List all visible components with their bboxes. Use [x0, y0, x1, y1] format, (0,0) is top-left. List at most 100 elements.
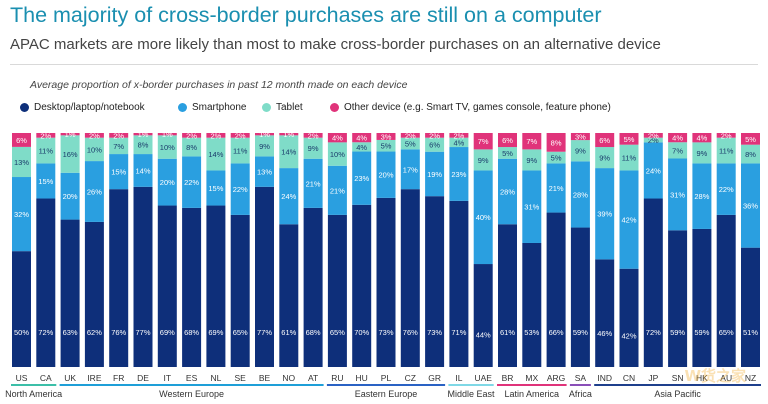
watermark-logo: W货之家 [684, 367, 746, 385]
bar-other-jp [643, 133, 663, 138]
data-label-smartphone-de: 14% [135, 166, 150, 175]
data-label-desktop-se: 65% [233, 328, 248, 337]
x-tick-label-fr: FR [113, 373, 124, 383]
x-tick-label-ind: IND [597, 373, 612, 383]
bar-desktop-cn [619, 268, 639, 367]
bar-desktop-il [449, 200, 469, 367]
bar-other-pl [376, 133, 396, 140]
bar-smartphone-it [157, 158, 177, 206]
region-bar-eastern-europe [326, 384, 446, 386]
bar-smartphone-hu [352, 151, 372, 205]
bar-other-no [279, 133, 299, 136]
bar-tablet-ru [327, 142, 347, 166]
x-tick-label-au: AU [720, 373, 732, 383]
data-label-tablet-fr: 7% [113, 142, 124, 151]
data-label-other-mx: 7% [526, 137, 537, 146]
bar-smartphone-ru [327, 165, 347, 215]
bar-desktop-be [255, 186, 274, 367]
data-label-smartphone-se: 22% [233, 185, 248, 194]
data-label-tablet-nl: 14% [208, 150, 223, 159]
data-label-smartphone-ind: 39% [597, 210, 612, 219]
bar-desktop-ind [595, 259, 615, 367]
data-label-tablet-pl: 5% [381, 142, 392, 151]
x-tick-label-il: IL [455, 373, 462, 383]
bar-tablet-br [498, 147, 517, 159]
data-label-smartphone-br: 28% [500, 188, 515, 197]
data-label-smartphone-uk: 20% [63, 192, 78, 201]
data-label-desktop-ire: 62% [87, 328, 102, 337]
data-label-tablet-es: 8% [186, 143, 197, 152]
bar-tablet-jp [643, 137, 663, 143]
bar-other-fr [109, 133, 129, 138]
data-label-desktop-nz: 51% [743, 328, 758, 337]
bar-tablet-fr [109, 137, 129, 155]
bar-other-de [133, 133, 153, 136]
bar-other-se [230, 133, 250, 138]
legend-swatch-tablet [262, 103, 271, 112]
data-label-other-us: 6% [16, 136, 27, 145]
data-label-tablet-at: 9% [308, 144, 319, 153]
bar-smartphone-uae [473, 170, 493, 265]
data-label-smartphone-nl: 15% [208, 184, 223, 193]
data-label-tablet-jp: 2% [648, 136, 659, 145]
x-tick-label-br: BR [502, 373, 514, 383]
data-label-tablet-au: 11% [719, 147, 734, 156]
data-label-desktop-ca: 72% [38, 328, 53, 337]
page-title: The majority of cross-border purchases a… [10, 3, 602, 27]
data-label-smartphone-gr: 19% [427, 170, 442, 179]
x-tick-label-nl: NL [210, 373, 221, 383]
bar-tablet-de [133, 135, 153, 155]
bar-desktop-it [157, 205, 177, 367]
bar-other-au [716, 133, 736, 138]
bar-desktop-arg [546, 212, 566, 367]
bar-desktop-br [498, 224, 517, 367]
bar-tablet-at [303, 137, 323, 159]
bar-other-ind [595, 133, 615, 148]
bar-desktop-mx [522, 242, 542, 367]
bar-tablet-gr [425, 137, 445, 152]
data-label-tablet-ru: 10% [330, 150, 345, 159]
region-bar-asia-pacific [594, 384, 761, 386]
bar-tablet-ire [84, 137, 104, 162]
x-tick-label-ca: CA [40, 373, 52, 383]
bar-tablet-ind [595, 147, 615, 169]
bar-desktop-nz [741, 247, 760, 367]
data-label-desktop-be: 77% [257, 328, 272, 337]
data-label-desktop-ru: 65% [330, 328, 345, 337]
bar-desktop-us [12, 251, 31, 367]
x-tick-label-ire: IRE [87, 373, 102, 383]
data-label-other-se: 2% [235, 131, 246, 140]
bar-tablet-es [182, 137, 202, 157]
region-bar-north-america [11, 384, 57, 386]
data-label-other-il: 2% [453, 131, 464, 140]
data-label-other-cz: 2% [405, 131, 416, 140]
data-label-other-uae: 7% [478, 137, 489, 146]
x-tick-label-it: IT [164, 373, 172, 383]
bar-tablet-nl [206, 137, 226, 171]
bar-smartphone-no [279, 168, 299, 225]
x-tick-label-us: US [16, 373, 28, 383]
data-label-other-sa: 3% [575, 133, 586, 142]
bar-tablet-il [449, 137, 469, 148]
bar-smartphone-nz [741, 163, 760, 248]
data-label-smartphone-au: 22% [719, 185, 734, 194]
bar-other-hk [692, 133, 712, 143]
x-tick-label-jp: JP [648, 373, 658, 383]
bar-smartphone-hk [692, 163, 712, 229]
region-label-latin-america: Latin America [505, 389, 560, 399]
chart-caption: Average proportion of x-border purchases… [30, 79, 408, 91]
data-label-other-nl: 2% [210, 131, 221, 140]
x-tick-label-at: AT [308, 373, 318, 383]
bar-desktop-es [182, 207, 202, 367]
bar-other-cz [400, 133, 420, 138]
bar-tablet-be [255, 135, 274, 157]
legend-label-tablet: Tablet [276, 102, 303, 113]
x-tick-label-mx: MX [525, 373, 538, 383]
data-label-desktop-uae: 44% [476, 330, 491, 339]
data-label-desktop-it: 69% [160, 328, 175, 337]
region-label-africa: Africa [569, 389, 592, 399]
legend-item-tablet: Tablet [262, 102, 303, 113]
legend-label-desktop: Desktop/laptop/notebook [34, 102, 145, 113]
data-label-tablet-il: 4% [453, 138, 464, 147]
bar-other-nl [206, 133, 226, 138]
